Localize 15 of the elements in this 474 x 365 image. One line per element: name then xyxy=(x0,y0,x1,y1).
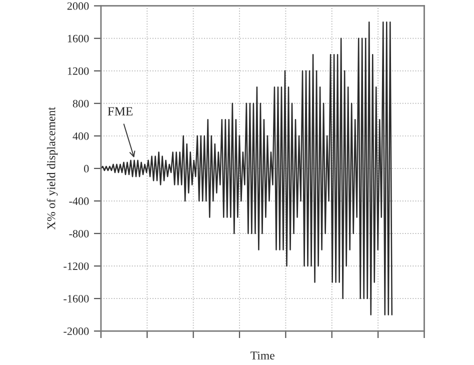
x-axis-title: Time xyxy=(250,352,274,360)
annotation: FME xyxy=(108,107,133,116)
y-axis-title: X% of yield displacement xyxy=(46,107,58,230)
y-tick-label: 1200 xyxy=(68,67,89,75)
y-tick-label: 2000 xyxy=(67,2,89,10)
y-tick-label: -800 xyxy=(69,230,89,238)
y-tick-label: 400 xyxy=(72,132,89,140)
y-tick-label: -1200 xyxy=(64,262,89,270)
y-tick-label: 800 xyxy=(72,100,89,108)
y-tick-label: -2000 xyxy=(64,328,89,336)
line-series xyxy=(100,21,393,316)
y-tick-label: 1600 xyxy=(68,34,89,42)
y-tick-label: -400 xyxy=(69,197,89,205)
y-tick-label: 0 xyxy=(84,164,89,172)
y-tick-label: -1600 xyxy=(64,295,89,302)
